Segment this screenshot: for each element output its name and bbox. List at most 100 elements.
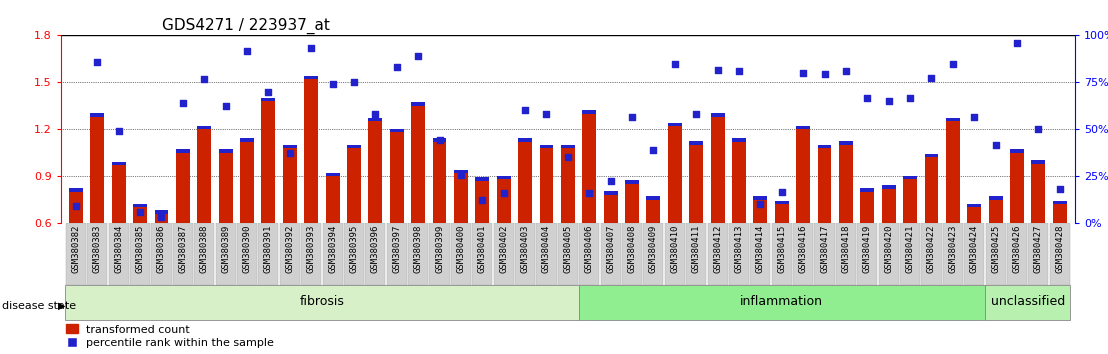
Bar [1010, 149, 1024, 153]
Bar [839, 145, 853, 223]
FancyBboxPatch shape [922, 223, 942, 285]
Bar [540, 148, 553, 223]
Bar [454, 170, 468, 173]
Point [1029, 126, 1047, 132]
Point [302, 45, 320, 51]
FancyBboxPatch shape [173, 223, 193, 285]
Text: GSM380416: GSM380416 [799, 225, 808, 273]
Text: GSM380411: GSM380411 [691, 225, 700, 273]
Bar [583, 114, 596, 223]
Bar [112, 165, 125, 223]
Point [367, 111, 384, 116]
Bar [475, 177, 490, 181]
Bar [390, 129, 403, 132]
FancyBboxPatch shape [964, 223, 984, 285]
Bar [218, 149, 233, 153]
FancyBboxPatch shape [943, 223, 963, 285]
Text: GSM380393: GSM380393 [307, 225, 316, 273]
Bar [839, 141, 853, 145]
Bar [411, 106, 425, 223]
Text: GSM380405: GSM380405 [563, 225, 573, 273]
Text: GSM380413: GSM380413 [735, 225, 743, 273]
Point [1050, 186, 1068, 192]
Bar [774, 201, 789, 204]
Point [837, 69, 854, 74]
Text: GSM380402: GSM380402 [500, 225, 509, 273]
Point [794, 70, 812, 76]
Text: GSM380427: GSM380427 [1034, 225, 1043, 273]
FancyBboxPatch shape [835, 223, 856, 285]
Bar [646, 196, 660, 200]
Bar [91, 117, 104, 223]
FancyBboxPatch shape [858, 223, 878, 285]
Point [259, 89, 277, 95]
Text: GSM380401: GSM380401 [478, 225, 486, 273]
Bar [176, 149, 189, 153]
Bar [710, 113, 725, 117]
Bar [646, 200, 660, 223]
Text: GSM380404: GSM380404 [542, 225, 551, 273]
Bar [689, 141, 704, 145]
Bar [732, 142, 746, 223]
Bar [240, 142, 254, 223]
Text: GSM380408: GSM380408 [627, 225, 636, 273]
Point [709, 67, 727, 73]
Point [1008, 40, 1026, 46]
FancyBboxPatch shape [216, 223, 236, 285]
Point [516, 108, 534, 113]
Point [452, 172, 470, 177]
Bar [710, 117, 725, 223]
Legend: transformed count, percentile rank within the sample: transformed count, percentile rank withi… [66, 324, 275, 348]
Text: GSM380392: GSM380392 [285, 225, 295, 273]
Text: GSM380388: GSM380388 [199, 225, 208, 273]
Point [409, 53, 427, 58]
Point [495, 190, 513, 196]
FancyBboxPatch shape [494, 223, 514, 285]
Text: GSM380391: GSM380391 [264, 225, 273, 273]
Bar [326, 176, 339, 223]
Point [987, 142, 1005, 148]
Point [195, 76, 213, 82]
Bar [475, 181, 490, 223]
Bar [668, 122, 681, 126]
Text: GSM380421: GSM380421 [905, 225, 914, 273]
Bar [432, 138, 447, 142]
Point [345, 79, 362, 85]
Text: GSM380425: GSM380425 [992, 225, 1001, 273]
FancyBboxPatch shape [729, 223, 749, 285]
Bar [133, 204, 147, 207]
Text: GSM380414: GSM380414 [756, 225, 765, 273]
Point [238, 48, 256, 54]
Bar [753, 196, 768, 200]
Point [281, 150, 299, 155]
FancyBboxPatch shape [579, 223, 599, 285]
Bar [882, 185, 895, 189]
Bar [411, 102, 425, 106]
Bar [176, 153, 189, 223]
Text: GSM380397: GSM380397 [392, 225, 401, 273]
FancyBboxPatch shape [515, 223, 535, 285]
Point [666, 61, 684, 66]
Point [68, 203, 85, 209]
Point [217, 103, 235, 109]
Text: GSM380407: GSM380407 [606, 225, 615, 273]
Bar [967, 207, 982, 223]
FancyBboxPatch shape [387, 223, 407, 285]
Point [131, 209, 148, 215]
Text: GSM380398: GSM380398 [413, 225, 422, 273]
Point [153, 214, 171, 219]
Bar [774, 204, 789, 223]
Bar [903, 179, 917, 223]
Bar [454, 173, 468, 223]
Bar [540, 144, 553, 148]
Bar [133, 207, 147, 223]
Bar [519, 138, 532, 142]
FancyBboxPatch shape [472, 223, 492, 285]
Point [859, 95, 876, 101]
Bar [860, 188, 874, 192]
Text: GSM380420: GSM380420 [884, 225, 893, 273]
FancyBboxPatch shape [258, 223, 278, 285]
Bar [583, 110, 596, 114]
Bar [197, 129, 212, 223]
Bar [368, 121, 382, 223]
